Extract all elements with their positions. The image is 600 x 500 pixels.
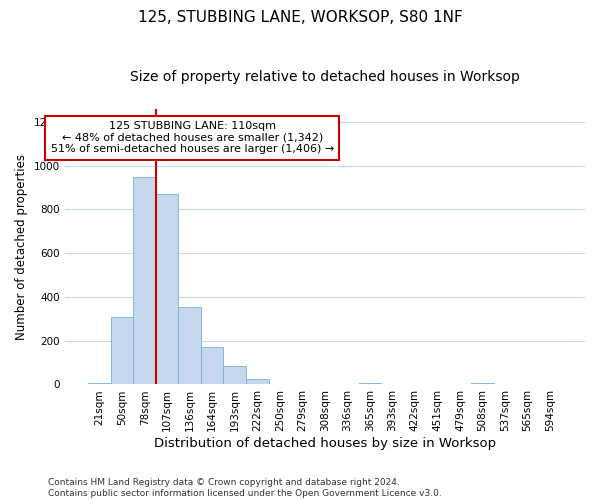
Text: 125 STUBBING LANE: 110sqm
← 48% of detached houses are smaller (1,342)
51% of se: 125 STUBBING LANE: 110sqm ← 48% of detac…	[50, 121, 334, 154]
Bar	[178, 307, 201, 384]
X-axis label: Distribution of detached houses by size in Worksop: Distribution of detached houses by size …	[154, 437, 496, 450]
Title: Size of property relative to detached houses in Worksop: Size of property relative to detached ho…	[130, 70, 520, 84]
Text: Contains HM Land Registry data © Crown copyright and database right 2024.
Contai: Contains HM Land Registry data © Crown c…	[48, 478, 442, 498]
Bar	[133, 176, 156, 384]
Bar	[359, 382, 381, 384]
Y-axis label: Number of detached properties: Number of detached properties	[15, 154, 28, 340]
Bar	[223, 366, 246, 384]
Bar	[471, 383, 494, 384]
Bar	[246, 379, 269, 384]
Bar	[111, 318, 133, 384]
Bar	[156, 194, 178, 384]
Text: 125, STUBBING LANE, WORKSOP, S80 1NF: 125, STUBBING LANE, WORKSOP, S80 1NF	[137, 10, 463, 25]
Bar	[201, 348, 223, 385]
